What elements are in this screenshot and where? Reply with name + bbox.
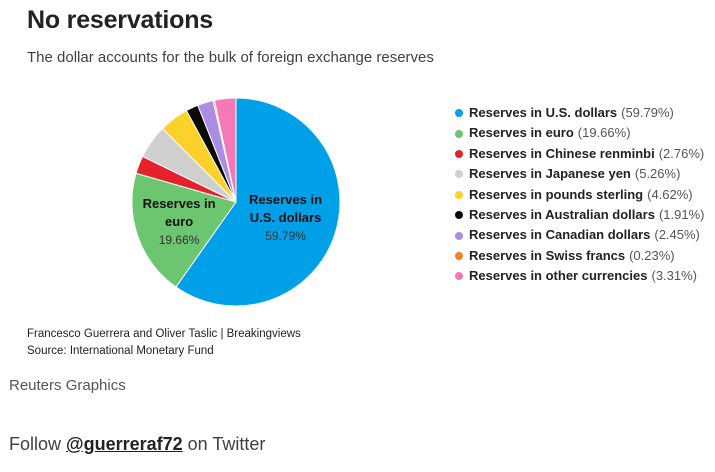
legend-item: Reserves in Japanese yen (5.26%) — [455, 164, 704, 184]
legend-value: (0.23%) — [629, 247, 675, 263]
follow-suffix: on Twitter — [187, 434, 266, 454]
legend-swatch — [455, 109, 463, 118]
follow-prefix: Follow — [9, 434, 62, 454]
legend-value: (3.31%) — [651, 268, 698, 284]
legend-value: (59.79%) — [621, 105, 674, 120]
legend-swatch — [455, 129, 463, 138]
slice-name-label: U.S. dollars — [250, 210, 322, 225]
slice-label-1: Reserves in U.S. dollars 59.79% — [249, 192, 322, 243]
legend-label: Reserves in Australian dollars — [469, 206, 655, 222]
legend-item: Reserves in Chinese renminbi (2.76%) — [455, 144, 704, 164]
legend-item: Reserves in Australian dollars (1.91%) — [455, 205, 704, 225]
slice-label-2: Reserves in euro 19.66% — [143, 196, 216, 247]
legend-swatch — [455, 251, 463, 260]
legend-label: Reserves in pounds sterling — [469, 186, 644, 202]
legend-swatch — [455, 272, 463, 281]
twitter-handle-link[interactable]: @guerreraf72 — [66, 434, 183, 454]
legend-label: Reserves in Swiss francs — [469, 247, 626, 263]
chart-legend: Reserves in U.S. dollars (59.79%) Reserves… — [455, 103, 704, 287]
follow-line: Follow @guerreraf72 on Twitter — [9, 434, 265, 455]
legend-swatch — [455, 190, 463, 199]
legend-item: Reserves in other currencies (3.31%) — [455, 266, 704, 286]
author-credit: Francesco Guerrera and Oliver Taslic | B… — [27, 328, 301, 340]
brand-label: Reuters Graphics — [9, 377, 126, 394]
slice-value-label: 59.79% — [265, 229, 306, 243]
legend-swatch — [455, 149, 463, 158]
slice-value-label: 19.66% — [159, 233, 200, 247]
legend-item: Reserves in euro (19.66%) — [455, 123, 704, 143]
legend-value: (1.91%) — [658, 206, 705, 222]
legend-item: Reserves in pounds sterling (4.62%) — [455, 185, 704, 205]
slice-name-label: Reserves in — [143, 196, 216, 211]
pie-slice-2 — [131, 172, 237, 288]
legend-item: Reserves in U.S. dollars (59.79%) — [455, 103, 704, 123]
chart-subtitle: The dollar accounts for the bulk of fore… — [27, 49, 434, 66]
slice-name-label: euro — [165, 214, 193, 229]
source-note: Source: International Monetary Fund — [27, 345, 214, 357]
legend-label: Reserves in Chinese renminbi — [469, 145, 655, 161]
pie-slice-1 — [175, 97, 341, 307]
legend-label: Reserves in Canadian dollars — [469, 227, 651, 243]
legend-value: (2.76%) — [658, 145, 705, 161]
legend-item: Reserves in Canadian dollars (2.45%) — [455, 225, 704, 245]
legend-item: Reserves in Swiss francs (0.23%) — [455, 246, 704, 266]
legend-value: (4.62%) — [647, 186, 693, 202]
chart-title: No reservations — [27, 6, 213, 34]
legend-label: Reserves in other currencies — [469, 268, 648, 284]
legend-value: (19.66%) — [577, 125, 631, 141]
legend-swatch — [455, 211, 463, 220]
legend-value: (5.26%) — [634, 166, 681, 182]
legend-label: Reserves in Japanese yen — [469, 166, 631, 182]
legend-swatch — [455, 231, 463, 240]
legend-label: Reserves in euro — [469, 125, 574, 141]
legend-label: Reserves in U.S. dollars — [469, 105, 618, 120]
legend-value: (2.45%) — [654, 227, 700, 243]
legend-swatch — [455, 170, 463, 179]
slice-name-label: Reserves in — [249, 192, 322, 207]
pie-slice-9 — [213, 97, 237, 203]
